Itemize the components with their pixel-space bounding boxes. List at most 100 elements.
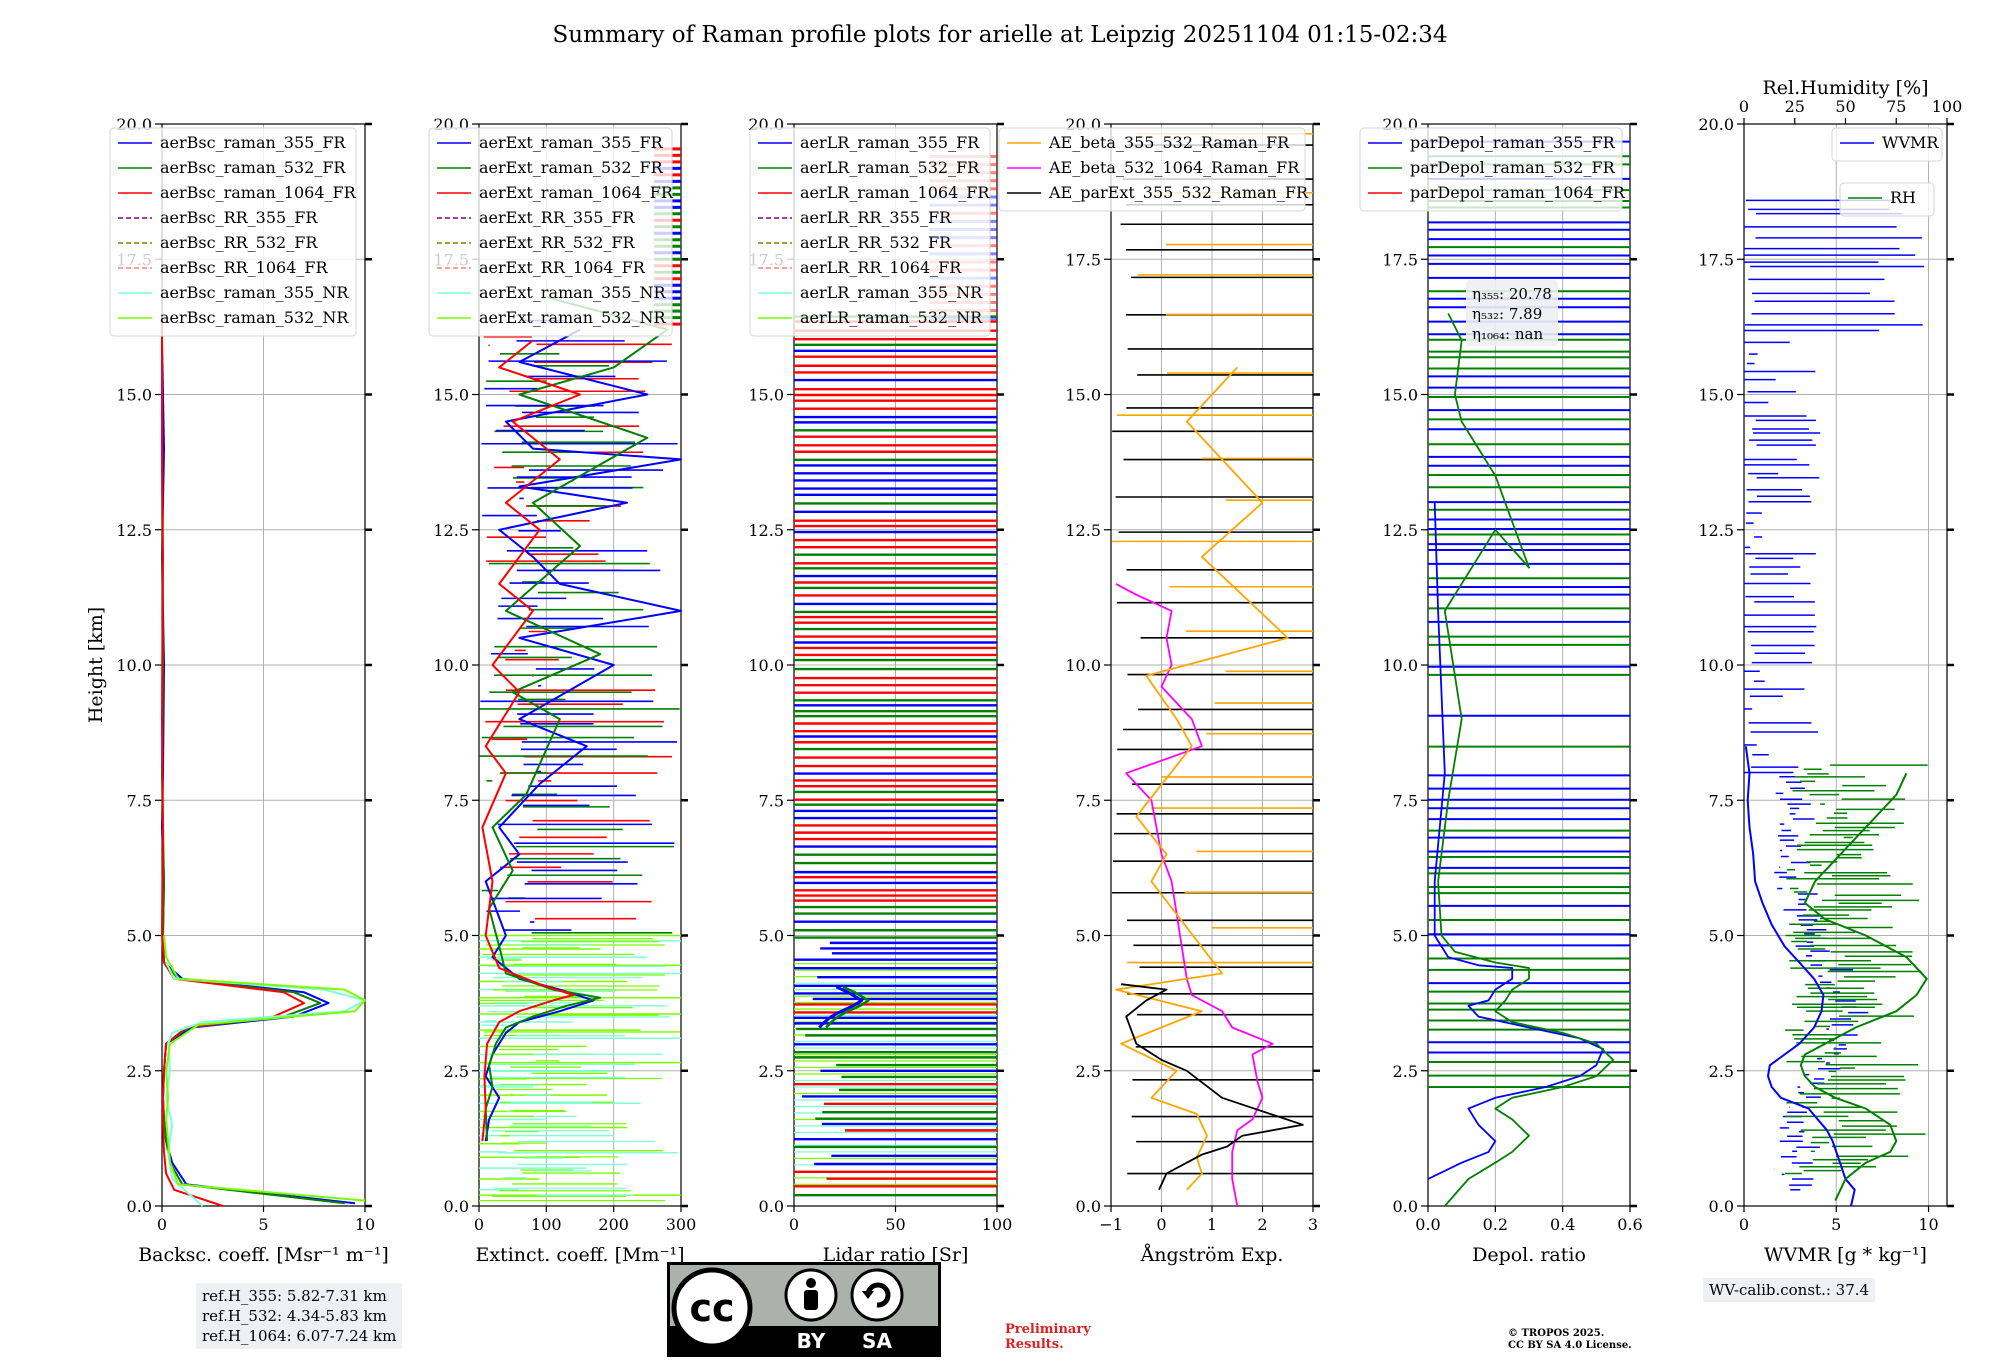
x-tick-label: 0.6 [1617,1215,1642,1234]
copyright-line-1: © TROPOS 2025. [1508,1328,1605,1339]
series-aerBsc_raman_355_NR [165,962,366,1207]
wv-calibration-box: WV-calib.const.: 37.4 [1703,1278,1876,1302]
cc-mark: cc [689,1286,734,1330]
y-tick-label: 17.5 [1065,250,1101,269]
axes-frame [793,123,998,1207]
top-x-tick-label: 0 [1739,97,1749,116]
y-tick-label: 2.5 [1709,1062,1734,1081]
x-tick-label: 10 [355,1215,375,1234]
legend-entry: aerLR_RR_532_FR [800,233,952,252]
x-tick-label: 2 [1257,1215,1267,1234]
y-tick-label: 0.0 [1076,1197,1101,1216]
legend-box [109,127,357,337]
legend-entry: aerExt_RR_1064_FR [479,258,646,277]
x-axis-label: WVMR [g * kg⁻¹] [1764,1244,1927,1266]
legend-entry: aerBsc_RR_532_FR [160,233,318,252]
legend-box [749,127,991,337]
y-tick-label: 2.5 [127,1062,152,1081]
cc-license-logo: cc BY SA [667,1262,941,1357]
legend-entry: AE_parExt_355_532_Raman_FR [1048,183,1309,202]
legend-entry: aerLR_raman_532_NR [800,308,983,327]
top-x-tick-label: 75 [1886,97,1906,116]
legend-entry: aerLR_RR_355_FR [800,208,952,227]
cc-circle-icon [671,1267,753,1349]
y-tick-label: 10.0 [1698,656,1734,675]
y-axis-label: Height [km] [85,607,107,723]
y-tick-label: 7.5 [127,791,152,810]
y-tick-label: 10.0 [1065,656,1101,675]
series-aerBsc_raman_1064_FR [161,313,306,1207]
top-x-tick-label: 100 [1932,97,1963,116]
ref-height-1064: ref.H_1064: 6.07-7.24 km [202,1327,397,1345]
axes-frame [1110,123,1314,1207]
legend-entry: RH [1890,188,1916,207]
legend-entry: aerExt_raman_355_NR [479,283,667,302]
legend-entry: aerLR_raman_1064_FR [800,183,990,202]
panel-extinction: 01002003000.02.55.07.510.012.515.017.520… [428,115,697,1266]
legend-entry: parDepol_raman_1064_FR [1410,183,1626,202]
axes-frame [1427,123,1631,1207]
legend-entry: aerLR_raman_532_FR [800,158,980,177]
y-tick-label: 5.0 [444,927,469,946]
panel-backscatter: 05100.02.55.07.510.012.515.017.520.0Back… [85,115,389,1266]
x-axis-label: Lidar ratio [Sr] [823,1244,969,1266]
series-RH [1799,772,1928,1202]
y-tick-label: 7.5 [1076,791,1101,810]
legend-box [1831,127,1943,162]
by-label: BY [797,1329,826,1353]
x-axis-label: Ångström Exp. [1140,1244,1284,1266]
panel-water-vapor: 0 5 10 0.0 2.5 5.0 7.5 10.0 12.5 15.0 17.5 20.0 WVMR… [1698,77,1962,1266]
x-tick-label: 0 [474,1215,484,1234]
x-tick-label: 100 [982,1215,1013,1234]
x-tick-label: 3 [1308,1215,1318,1234]
y-tick-label: 5.0 [759,927,784,946]
y-tick-label: 17.5 [1382,250,1418,269]
series-AE_beta_355_532_Raman_FR [1115,366,1289,1191]
x-axis-label: Depol. ratio [1472,1244,1586,1266]
y-tick-label: 12.5 [433,521,469,540]
x-tick-label: 1 [1207,1215,1217,1234]
legend-entry: aerExt_raman_355_FR [479,133,664,152]
x-tick-label: 10 [1918,1215,1938,1234]
series-aerExt_raman_532_FR [484,296,669,1142]
y-tick-label: 0.0 [444,1197,469,1216]
x-tick-label: 0.4 [1550,1215,1575,1234]
y-tick-label: 20.0 [1698,115,1734,134]
series-WVMR [1744,746,1856,1207]
reference-height-box: ref.H_355: 5.82-7.31 km ref.H_532: 4.34-… [196,1283,403,1349]
x-tick-label: 0.2 [1483,1215,1508,1234]
y-tick-label: 15.0 [748,386,784,405]
series-aerosol-layer-532 [825,985,870,1029]
y-tick-label: 7.5 [1709,791,1734,810]
series-aerExt_raman_355_FR [484,328,682,1142]
y-tick-label: 15.0 [1698,386,1734,405]
eta-355: η₃₅₅: 20.78 [1472,285,1552,303]
x-tick-label: 300 [666,1215,697,1234]
series-AE_parExt_355_532_Raman_FR [1120,983,1304,1191]
x-tick-label: 100 [531,1215,562,1234]
series-parDepol_raman_532_FR [1437,312,1615,1207]
legend-entry: aerBsc_raman_532_FR [160,158,346,177]
legend-entry: aerBsc_raman_1064_FR [160,183,357,202]
y-tick-label: 2.5 [759,1062,784,1081]
ref-height-532: ref.H_532: 4.34-5.83 km [202,1307,387,1325]
legend-entry: aerBsc_RR_355_FR [160,208,318,227]
panel-angstrom: −1 0 1 2 30.02.55.07.510.012.515.017.520.0Ån… [998,115,1320,1266]
y-tick-label: 12.5 [1698,521,1734,540]
legend-entry: aerBsc_raman_355_FR [160,133,346,152]
legend-box [428,127,673,337]
series-aerBsc_raman_355_FR [161,313,356,1205]
legend-entry: aerExt_raman_532_FR [479,158,664,177]
legend-entry: aerBsc_RR_1064_FR [160,258,329,277]
x-tick-label: 0 [1156,1215,1166,1234]
legend-box [1359,127,1623,212]
top-x-axis-label: Rel.Humidity [%] [1762,77,1928,99]
y-tick-label: 15.0 [116,386,152,405]
x-tick-label: 0 [789,1215,799,1234]
y-tick-label: 0.0 [1393,1197,1418,1216]
x-axis-label: Backsc. coeff. [Msr⁻¹ m⁻¹] [138,1244,389,1266]
y-tick-label: 5.0 [1709,927,1734,946]
preliminary-note: Preliminary Results. [1005,1322,1091,1352]
y-tick-label: 7.5 [1393,791,1418,810]
x-tick-label: 50 [885,1215,905,1234]
